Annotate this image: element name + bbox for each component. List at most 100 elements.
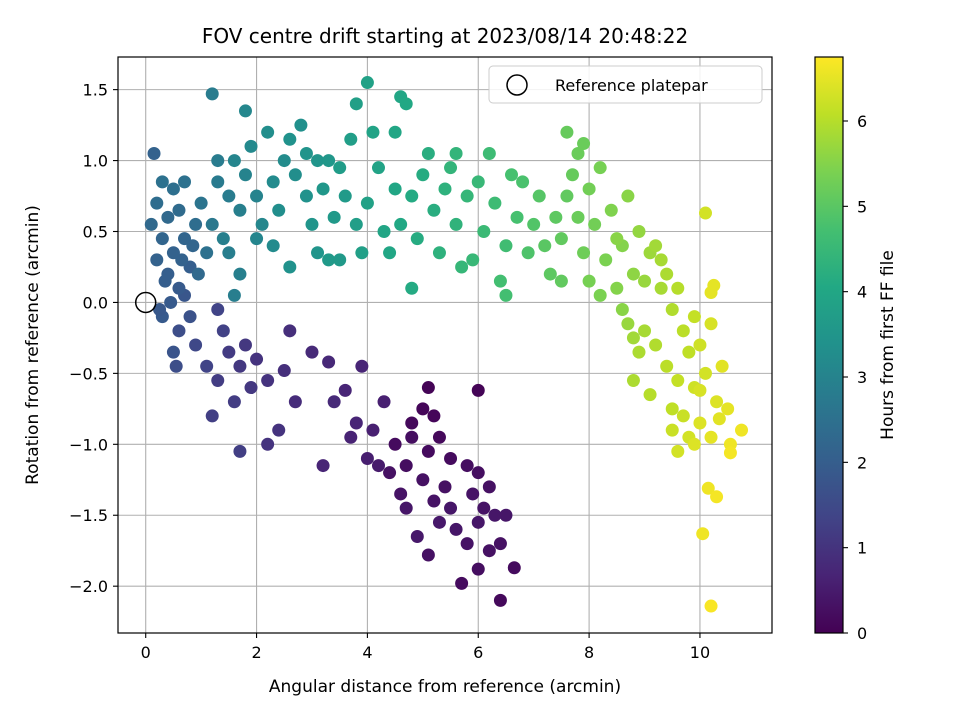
data-point bbox=[698, 206, 712, 220]
data-point bbox=[399, 459, 413, 473]
y-tick-label: −2.0 bbox=[69, 577, 108, 596]
data-point bbox=[150, 253, 164, 267]
data-point bbox=[327, 395, 341, 409]
colorbar-label: Hours from first FF file bbox=[878, 250, 898, 440]
data-point bbox=[549, 210, 563, 224]
data-point bbox=[355, 246, 369, 260]
data-point bbox=[355, 359, 369, 373]
data-point bbox=[593, 161, 607, 175]
data-point bbox=[649, 239, 663, 253]
data-point bbox=[175, 253, 189, 267]
data-point bbox=[660, 359, 674, 373]
data-point bbox=[554, 232, 568, 246]
data-point bbox=[222, 189, 236, 203]
data-point bbox=[200, 246, 214, 260]
data-point bbox=[250, 189, 264, 203]
data-point bbox=[277, 154, 291, 168]
data-point bbox=[723, 446, 737, 460]
data-point bbox=[693, 416, 707, 430]
data-point bbox=[211, 303, 225, 317]
data-point bbox=[277, 364, 291, 378]
data-point bbox=[349, 416, 363, 430]
data-point bbox=[155, 175, 169, 189]
data-point bbox=[660, 267, 674, 281]
data-point bbox=[682, 345, 696, 359]
colorbar-tick-label: 6 bbox=[857, 112, 867, 131]
scatter-points bbox=[144, 76, 749, 613]
data-point bbox=[366, 423, 380, 437]
x-tick-label: 2 bbox=[251, 643, 261, 662]
data-point bbox=[261, 437, 275, 451]
data-point bbox=[388, 125, 402, 139]
data-point bbox=[488, 508, 502, 522]
data-point bbox=[554, 274, 568, 288]
y-tick-label: 1.0 bbox=[83, 152, 108, 171]
data-point bbox=[482, 544, 496, 558]
data-point bbox=[638, 324, 652, 338]
data-point bbox=[449, 217, 463, 231]
data-point bbox=[510, 210, 524, 224]
data-point bbox=[671, 373, 685, 387]
data-point bbox=[693, 383, 707, 397]
data-point bbox=[416, 168, 430, 182]
reference-platepar-marker bbox=[134, 291, 157, 314]
data-point bbox=[704, 286, 718, 300]
data-point bbox=[471, 515, 485, 529]
data-point bbox=[205, 409, 219, 423]
y-axis-label: Rotation from reference (arcmin) bbox=[23, 205, 43, 485]
data-point bbox=[507, 561, 521, 575]
data-point bbox=[338, 189, 352, 203]
data-point bbox=[211, 373, 225, 387]
data-point bbox=[161, 210, 175, 224]
x-tick-label: 0 bbox=[141, 643, 151, 662]
data-point bbox=[735, 423, 749, 437]
data-point bbox=[222, 345, 236, 359]
legend: Reference platepar bbox=[488, 65, 763, 104]
data-point bbox=[172, 324, 186, 338]
y-tick-label: −1.5 bbox=[69, 506, 108, 525]
chart-title: FOV centre drift starting at 2023/08/14 … bbox=[202, 24, 688, 48]
data-point bbox=[649, 338, 663, 352]
data-point bbox=[471, 175, 485, 189]
data-point bbox=[244, 139, 258, 153]
legend-marker-icon bbox=[506, 74, 528, 96]
colorbar-tick-label: 2 bbox=[857, 453, 867, 472]
data-point bbox=[305, 217, 319, 231]
data-point bbox=[626, 331, 640, 345]
data-point bbox=[698, 366, 712, 380]
y-tick-label: −0.5 bbox=[69, 364, 108, 383]
data-point bbox=[493, 274, 507, 288]
data-point bbox=[360, 451, 374, 465]
data-point bbox=[432, 515, 446, 529]
data-point bbox=[638, 274, 652, 288]
data-point bbox=[493, 593, 507, 607]
data-point bbox=[715, 359, 729, 373]
data-point bbox=[532, 189, 546, 203]
data-point bbox=[344, 430, 358, 444]
data-point bbox=[311, 246, 325, 260]
data-point bbox=[455, 576, 469, 590]
data-point bbox=[233, 444, 247, 458]
x-tick-label: 4 bbox=[362, 643, 372, 662]
data-point bbox=[244, 381, 258, 395]
data-point bbox=[344, 132, 358, 146]
data-point bbox=[186, 239, 200, 253]
data-point bbox=[377, 395, 391, 409]
data-point bbox=[621, 317, 635, 331]
data-point bbox=[477, 225, 491, 239]
data-point bbox=[499, 239, 513, 253]
data-point bbox=[261, 373, 275, 387]
colorbar-ticks: 0 1 2 3 4 5 6 bbox=[843, 112, 867, 643]
data-point bbox=[466, 253, 480, 267]
data-point bbox=[588, 217, 602, 231]
data-point bbox=[482, 480, 496, 494]
data-point bbox=[471, 383, 485, 397]
data-point bbox=[460, 459, 474, 473]
y-tick-label: 0.0 bbox=[83, 293, 108, 312]
data-point bbox=[283, 324, 297, 338]
data-point bbox=[189, 217, 203, 231]
data-point bbox=[405, 281, 419, 295]
data-point bbox=[166, 182, 180, 196]
data-point bbox=[394, 217, 408, 231]
data-point bbox=[560, 125, 574, 139]
